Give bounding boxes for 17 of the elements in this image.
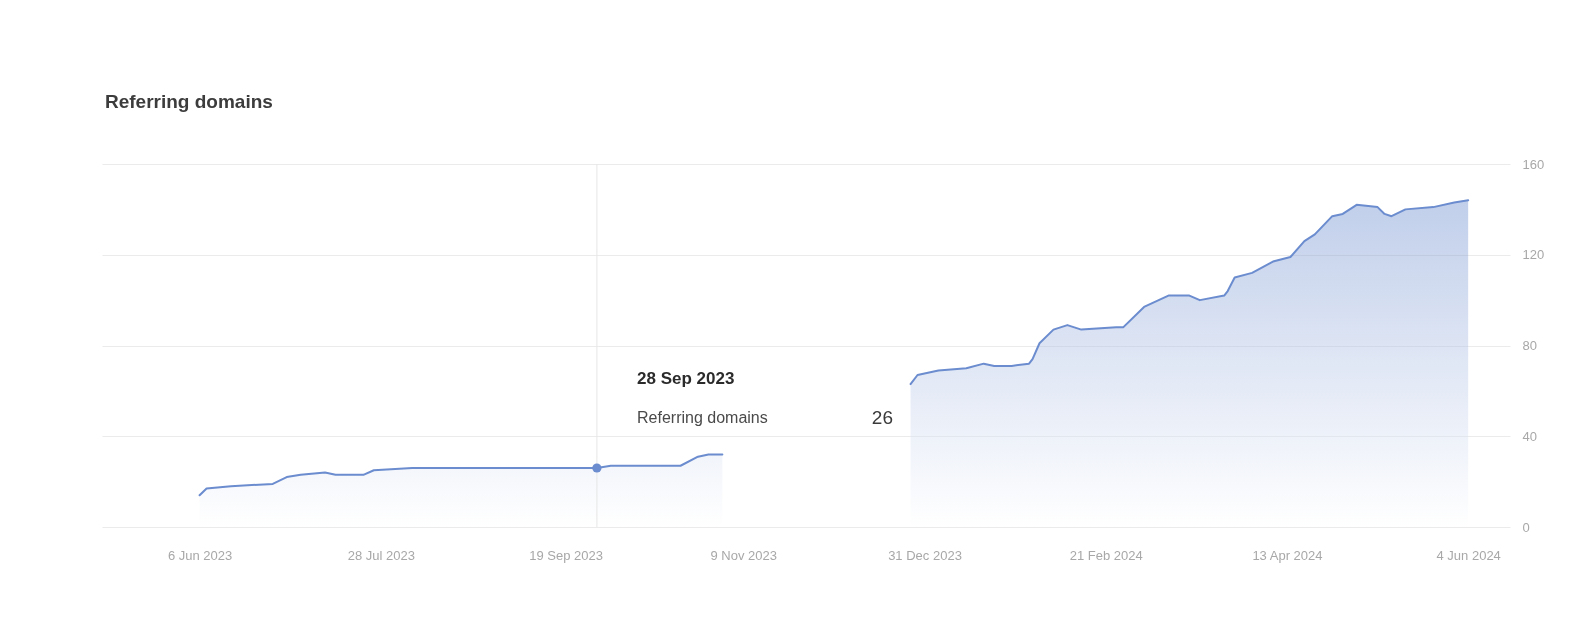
x-tick-label: 28 Jul 2023 [347,547,415,563]
annotation: 26 [871,407,893,428]
y-tick-label: 160 [1522,156,1545,172]
x-tick-label: 19 Sep 2023 [529,547,603,563]
y-tick-label: 0 [1522,519,1530,535]
annotation: 28 Sep 2023 [637,369,735,388]
y-tick-label: 80 [1522,338,1537,353]
x-tick-label: 13 Apr 2024 [1252,547,1323,563]
x-tick-label: 4 Jun 2024 [1436,547,1501,563]
y-tick-label: 40 [1522,428,1537,444]
y-tick-label: 120 [1522,247,1545,263]
x-tick-label: 31 Dec 2023 [888,547,962,563]
x-tick-label: 6 Jun 2023 [167,547,233,563]
x-tick-label: 9 Nov 2023 [710,547,778,563]
annotation: Referring domains [637,409,768,426]
chart-title: Referring domains [105,91,273,112]
x-tick-label: 21 Feb 2024 [1069,547,1143,563]
